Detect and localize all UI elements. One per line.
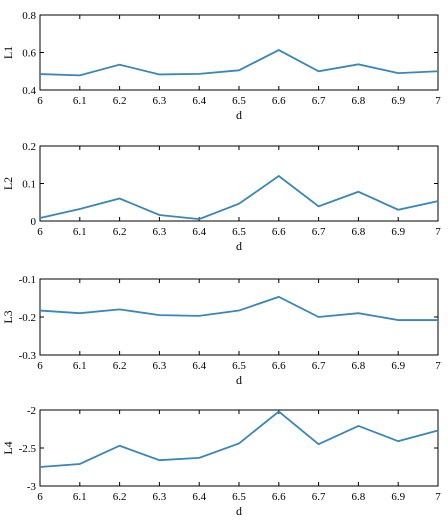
x-tick-label: 7	[435, 226, 441, 238]
y-tick-label: -0.1	[19, 274, 36, 286]
x-tick-label: 7	[435, 95, 441, 107]
x-tick-label: 6.7	[312, 491, 326, 503]
x-tick-label: 6.5	[232, 360, 246, 372]
chart-panel-2: 6 6.1 6.2 6.3 6.4 6.5 6.6 6.7 6.8 6.9 7 0 0.1 0.2 d L2	[1, 141, 441, 253]
x-tick-label: 6.4	[192, 491, 206, 503]
series-line-1	[39, 49, 439, 77]
x-tick-label: 6.3	[153, 360, 167, 372]
x-tick-label: 6.3	[153, 491, 167, 503]
y-tick-label: 0.1	[22, 179, 36, 191]
x-tick-label: 6.6	[272, 95, 286, 107]
x-tick-label: 6	[37, 226, 43, 238]
x-tick-label: 6.2	[113, 95, 127, 107]
y-tick-label: 0.2	[22, 141, 36, 153]
x-tick-label: 6.1	[73, 360, 87, 372]
x-tick-label: 6.9	[391, 226, 405, 238]
y-tick-label: -0.2	[19, 312, 36, 324]
x-tick-label: 6.9	[391, 95, 405, 107]
x-tick-label: 6	[37, 491, 43, 503]
x-tick-label: 6.5	[232, 95, 246, 107]
y-axis-label: L3	[1, 310, 15, 323]
x-tick-label: 7	[435, 360, 441, 372]
x-tick-label: 6.2	[113, 360, 127, 372]
series-line-1	[39, 174, 439, 221]
y-tick-label: 0	[31, 216, 37, 228]
x-axis-label: d	[236, 239, 242, 253]
y-tick-label: -2	[27, 405, 36, 417]
x-tick-label: 6.5	[232, 491, 246, 503]
x-tick-label: 6.7	[312, 95, 326, 107]
chart-panel-4: 6 6.1 6.2 6.3 6.4 6.5 6.6 6.7 6.8 6.9 7 -3 -2.5 -2 d L4	[1, 405, 441, 518]
x-tick-label: 6	[37, 95, 43, 107]
x-tick-label: 6.6	[272, 360, 286, 372]
chart-panel-3: 6 6.1 6.2 6.3 6.4 6.5 6.6 6.7 6.8 6.9 7 -0.3 -0.2 -0.…	[1, 274, 441, 387]
x-tick-label: 6.9	[391, 491, 405, 503]
x-tick-label: 6.8	[352, 95, 366, 107]
x-tick-label: 6.2	[113, 491, 127, 503]
axes-frame	[39, 14, 439, 91]
x-tick-label: 6.7	[312, 360, 326, 372]
y-tick-label: 0.4	[22, 85, 36, 97]
x-tick-label: 6.8	[352, 360, 366, 372]
x-axis-label: d	[236, 373, 242, 387]
x-tick-label: 6.6	[272, 491, 286, 503]
x-tick-label: 6	[37, 360, 43, 372]
x-axis-label: d	[236, 504, 242, 518]
y-axis-label: L4	[1, 441, 15, 454]
y-axis-label: L1	[1, 46, 15, 59]
x-tick-label: 6.4	[192, 360, 206, 372]
y-tick-label: -2.5	[19, 443, 37, 455]
x-tick-label: 6.8	[352, 491, 366, 503]
y-tick-label: -3	[27, 481, 37, 493]
x-tick-label: 6.7	[312, 226, 326, 238]
axes-frame	[39, 145, 439, 222]
x-tick-label: 6.3	[153, 95, 167, 107]
x-tick-label: 6.1	[73, 491, 87, 503]
x-tick-label: 6.1	[73, 226, 87, 238]
chart-panel-1: 6 6.1 6.2 6.3 6.4 6.5 6.6 6.7 6.8 6.9 7 0.4 0.6 0.8 d L…	[1, 10, 441, 122]
x-tick-label: 6.9	[391, 360, 405, 372]
series-line-1	[39, 410, 439, 468]
x-tick-label: 6.5	[232, 226, 246, 238]
y-tick-label: -0.3	[19, 350, 37, 362]
x-tick-label: 6.3	[153, 226, 167, 238]
y-tick-label: 0.6	[22, 48, 36, 60]
x-tick-label: 7	[435, 491, 441, 503]
x-tick-label: 6.6	[272, 226, 286, 238]
x-tick-label: 6.2	[113, 226, 127, 238]
y-axis-label: L2	[1, 177, 15, 190]
y-tick-label: 0.8	[22, 10, 36, 22]
x-axis-label: d	[236, 108, 242, 122]
x-tick-label: 6.1	[73, 95, 87, 107]
x-tick-label: 6.4	[192, 226, 206, 238]
series-line-1	[39, 295, 438, 321]
axes-frame	[39, 409, 439, 487]
x-tick-label: 6.4	[192, 95, 206, 107]
x-tick-label: 6.8	[352, 226, 366, 238]
